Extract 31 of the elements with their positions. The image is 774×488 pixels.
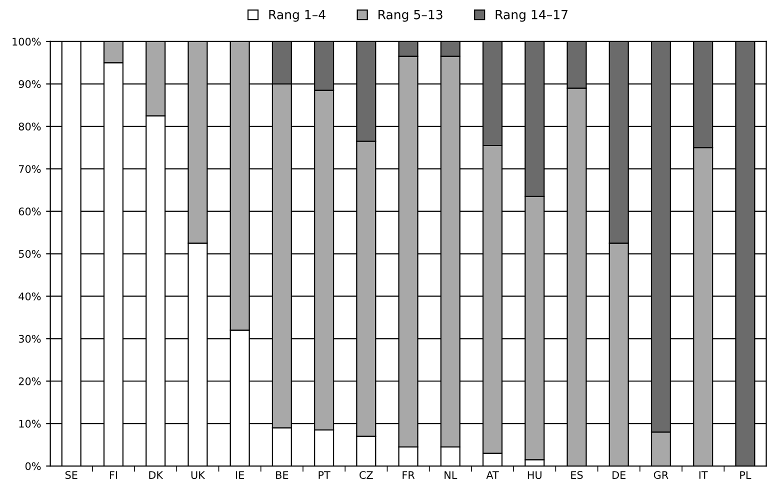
y-tick-label: 100% xyxy=(12,38,41,46)
y-tick-label: 90% xyxy=(18,80,41,88)
y-tick-label: 80% xyxy=(18,122,41,130)
y-tick-label: 60% xyxy=(18,208,41,216)
y-tick-label: 70% xyxy=(18,165,41,173)
y-tick-label: 10% xyxy=(19,420,41,428)
x-tick-label: PT xyxy=(318,471,330,479)
y-tick-label: 40% xyxy=(18,292,41,300)
x-tick-label: FR xyxy=(402,471,415,479)
x-tick-label: GR xyxy=(654,471,668,479)
legend-label: Rang 5–13 xyxy=(378,10,442,22)
x-tick-label: IE xyxy=(236,471,244,479)
x-tick-label: HU xyxy=(528,471,542,479)
x-tick-label: AT xyxy=(486,471,499,479)
y-tick-label: 50% xyxy=(18,250,41,258)
x-tick-label: FI xyxy=(110,471,117,479)
x-tick-label: PL xyxy=(740,471,752,479)
x-tick-label: BE xyxy=(276,471,288,479)
x-tick-label: ES xyxy=(571,471,583,479)
x-tick-label: NL xyxy=(444,471,458,479)
y-tick-label: 20% xyxy=(18,377,41,386)
x-tick-label: DK xyxy=(149,471,164,479)
x-tick-label: SE xyxy=(65,471,78,479)
x-tick-label: CZ xyxy=(360,471,373,479)
legend-label: Rang 14–17 xyxy=(496,10,568,22)
x-tick-label: UK xyxy=(191,471,206,479)
x-tick-label: DE xyxy=(612,471,626,479)
y-tick-label: 30% xyxy=(18,334,41,343)
y-tick-label: 0% xyxy=(25,462,41,470)
x-tick-label: IT xyxy=(699,471,708,479)
legend-label: Rang 1–4 xyxy=(269,10,326,22)
